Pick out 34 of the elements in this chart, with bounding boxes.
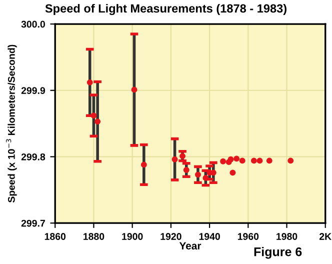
point	[131, 86, 138, 93]
point	[234, 156, 240, 162]
point	[239, 158, 246, 164]
point	[288, 158, 294, 164]
x-axis-title: Year	[179, 242, 202, 250]
point	[90, 112, 97, 119]
point	[256, 158, 263, 164]
point	[202, 175, 209, 181]
caption: Figure 6	[254, 247, 302, 259]
x-tick-label: 1980	[276, 233, 298, 240]
point	[230, 170, 236, 176]
x-tick-label: 2K	[319, 233, 332, 240]
x-tick-label: 1900	[122, 233, 143, 240]
y-axis-title: Speed (x 10$^{−3}$ Kilometers/Second)	[6, 44, 17, 203]
y-tick-label: 300.0	[21, 20, 45, 28]
x-tick-label: 1860	[44, 233, 66, 240]
point	[94, 118, 101, 125]
point	[220, 158, 226, 164]
x-tick-label: 1940	[199, 233, 220, 240]
y-tick-label: 299.8	[21, 153, 46, 160]
point	[172, 156, 178, 162]
y-tick-label: 299.7	[21, 220, 45, 227]
point	[266, 158, 272, 164]
x-tick-label: 1960	[238, 233, 259, 240]
y-tick-label: 299.9	[21, 87, 46, 94]
point	[86, 79, 93, 86]
point	[250, 158, 257, 164]
point	[140, 162, 147, 168]
point	[183, 167, 190, 173]
point	[228, 156, 234, 162]
x-tick-label: 1880	[84, 233, 104, 240]
point	[195, 172, 201, 178]
chart-title: Speed of Light Measurements (1878 - 1983)	[45, 4, 286, 16]
x-tick-label: 1920	[160, 233, 182, 240]
